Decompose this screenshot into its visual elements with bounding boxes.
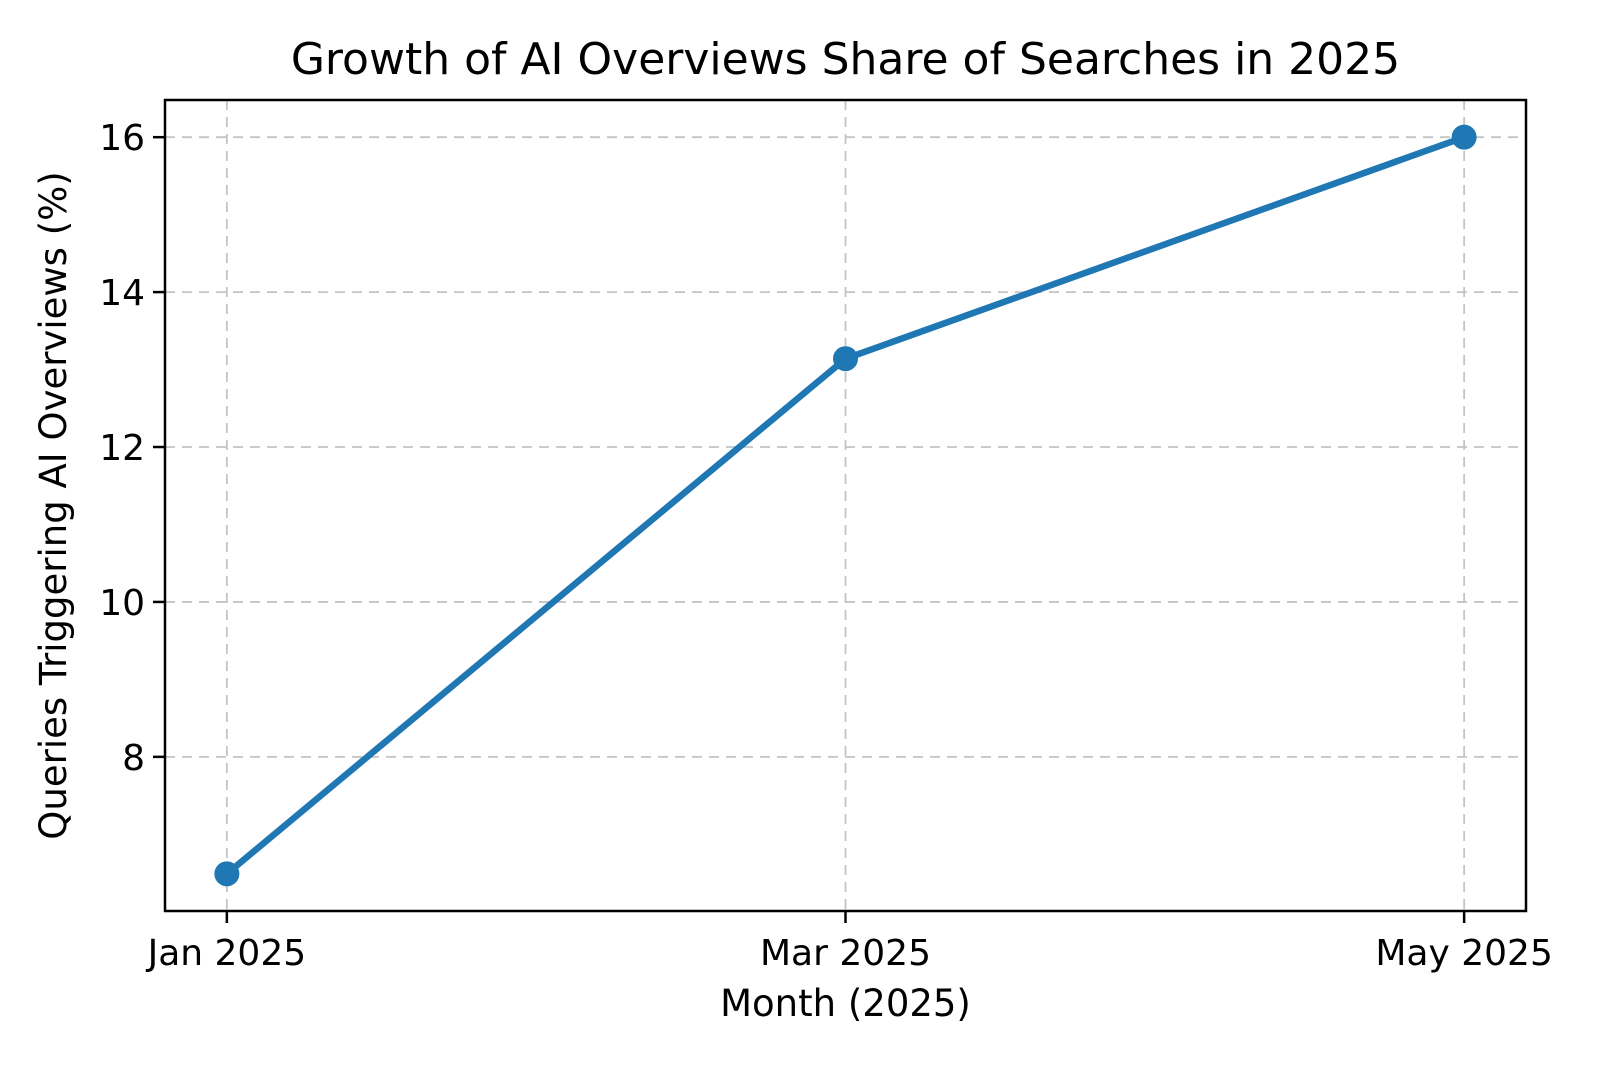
x-tick-label: Jan 2025 [146, 933, 307, 974]
data-series [214, 124, 1477, 887]
y-tick-label: 12 [99, 428, 145, 469]
y-tick-label: 14 [99, 273, 145, 314]
y-tick-label: 10 [99, 583, 145, 624]
y-axis-label: Queries Triggering AI Overviews (%) [32, 171, 75, 839]
x-tick-label: May 2025 [1375, 933, 1553, 974]
data-point-marker [214, 861, 240, 887]
y-tick-label: 8 [122, 738, 145, 779]
chart-title: Growth of AI Overviews Share of Searches… [291, 34, 1400, 85]
axis-ticks [153, 135, 1466, 923]
y-tick-label: 16 [99, 118, 145, 159]
data-point-marker [1451, 124, 1477, 150]
x-axis-label: Month (2025) [720, 982, 971, 1025]
data-point-marker [833, 346, 858, 372]
gridlines [165, 100, 1526, 911]
tick-labels: 8 10 12 14 16 Jan 2025 Mar 2025 May 2025 [99, 118, 1553, 974]
plot-frame [163, 98, 1528, 913]
x-tick-label: Mar 2025 [760, 933, 931, 974]
